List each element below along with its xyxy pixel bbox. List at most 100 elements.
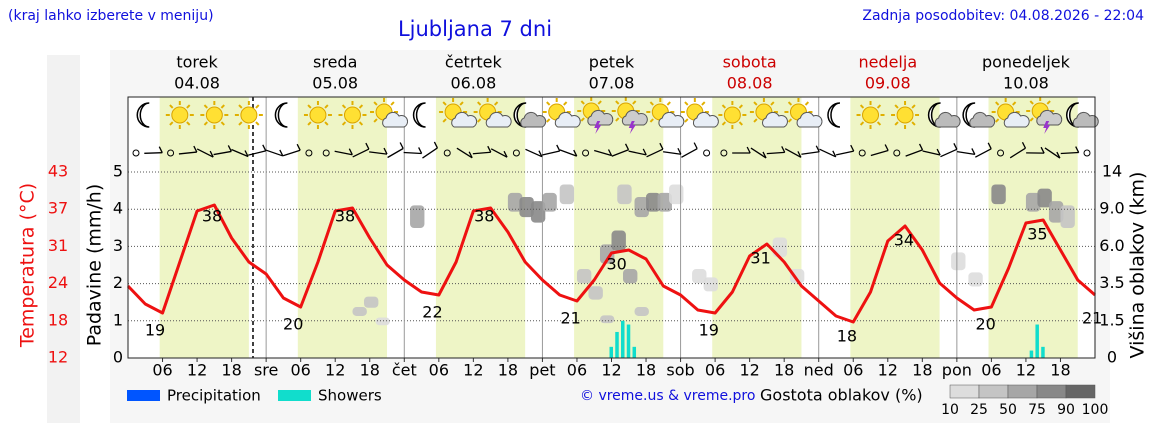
precip-bar [1041,347,1045,358]
y-tick-label: 2 [113,273,123,292]
temp-tick-label: 37 [48,199,68,218]
sun [344,107,360,123]
x-tick-label: pet [529,361,555,380]
temp-label: 19 [699,321,719,340]
x-tick-label: 12 [325,361,345,380]
precip-bar [615,332,619,358]
y2-axis-title: Višina oblakov (km) [1127,172,1149,359]
x-tick-label: 06 [843,361,863,380]
x-tick-label: 12 [878,361,898,380]
day-band [850,97,939,358]
x-tick-label: 12 [601,361,621,380]
precip-bar [1030,351,1034,358]
day-band [436,97,525,358]
day-date: 09.08 [865,74,911,93]
credit: © vreme.us & vreme.pro [580,388,755,404]
temp-label: 18 [837,327,857,346]
legend-label: Precipitation [167,387,261,405]
temp-label: 20 [283,315,303,334]
day-name: sreda [313,53,357,72]
temp-label: 20 [975,315,995,334]
precip-bar [1035,325,1039,358]
day-name: nedelja [858,53,917,72]
cloud-cell [376,317,390,325]
cloud-cell [352,307,366,316]
sun [863,107,879,123]
temp-label: 34 [894,231,914,250]
x-tick-label: 12 [739,361,759,380]
day-band [160,97,249,358]
sun [724,107,740,123]
wind-barb [144,153,162,154]
sun [897,107,913,123]
y2-tick-label: 14 [1102,162,1122,181]
x-tick-label: 06 [705,361,725,380]
cloud-legend-box [1066,385,1095,398]
updated: Zadnja posodobitev: 04.08.2026 - 22:04 [862,8,1144,24]
temp-label: 21 [1082,309,1102,328]
x-tick-label: 12 [1016,361,1036,380]
cloud-legend-box [1008,385,1037,398]
y2-tick-label: 6.0 [1099,236,1124,255]
day-name: torek [176,53,218,72]
legend-label: Showers [318,387,382,405]
day-band [298,97,387,358]
temp-tick-label: 31 [48,236,68,255]
y-tick-label: 1 [113,310,123,329]
cloud-cell [577,269,591,283]
x-tick-label: čet [392,361,417,380]
day-name: sobota [723,53,777,72]
temp-label: 22 [422,303,442,322]
temp-label: 21 [560,309,580,328]
x-tick-label: 18 [498,361,518,380]
temp-tick-label: 43 [48,162,68,181]
temp-label: 19 [145,321,165,340]
cloud-legend-box [950,385,979,398]
sun [310,107,326,123]
cloud-legend-label: 10 [941,402,959,418]
cloud-cell [612,231,626,251]
day-band [712,97,801,358]
legend-swatch [127,390,160,401]
cloud-cell [588,286,602,299]
precip-bar [610,347,614,358]
cloud-legend-label: 25 [970,402,988,418]
cloud-cell [635,307,649,316]
y-axis-title: Padavine (mm/h) [84,184,106,347]
day-name: četrtek [445,53,503,72]
precip-bar [633,347,637,358]
cloud-cell [951,252,965,270]
cloud-legend-label: 75 [1028,402,1046,418]
cloud-legend-box [1037,385,1066,398]
x-tick-label: sre [254,361,278,380]
temp-tick-label: 18 [48,310,68,329]
y-tick-label: 0 [113,348,123,367]
y2-tick-label: 9.0 [1099,199,1124,218]
temp-label: 38 [474,207,494,226]
x-tick-label: 18 [221,361,241,380]
cloud-cell [617,184,631,204]
legend-swatch [278,390,311,401]
x-tick-label: pon [942,361,972,380]
y-tick-label: 4 [113,199,123,218]
x-tick-label: sob [666,361,694,380]
day-band [574,97,663,358]
cloud-cell [560,184,574,204]
x-tick-label: 18 [1050,361,1070,380]
cloud-cell [669,184,683,204]
x-tick-label: 06 [290,361,310,380]
x-tick-label: 06 [567,361,587,380]
cloud-cell [364,297,378,308]
chart-title: Ljubljana 7 dni [398,17,552,41]
cloud-legend-label: 50 [999,402,1017,418]
temp-label: 31 [750,249,770,268]
x-tick-label: 18 [774,361,794,380]
x-tick-label: 06 [152,361,172,380]
x-tick-label: 18 [360,361,380,380]
cloud-legend-label: 90 [1057,402,1075,418]
x-tick-label: ned [804,361,834,380]
temp-tick-label: 12 [48,348,68,367]
temp-label: 35 [1027,225,1047,244]
